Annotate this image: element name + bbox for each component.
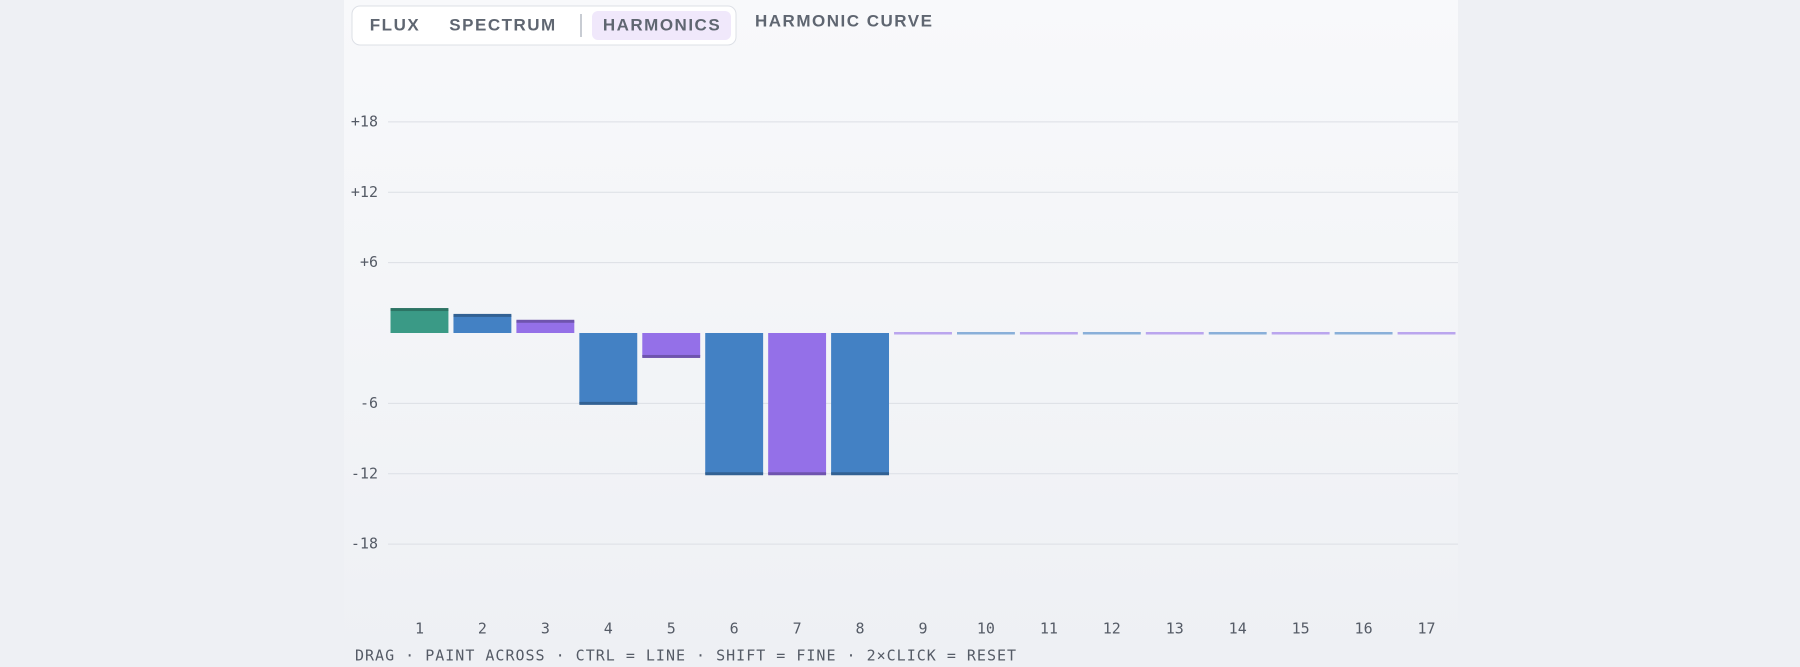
bar-edge: [705, 472, 764, 476]
x-tick-label: 17: [1417, 620, 1435, 638]
bar: [1208, 332, 1267, 335]
bar: [1334, 332, 1393, 335]
x-tick-label: 7: [793, 620, 802, 638]
x-tick-label: 6: [730, 620, 739, 638]
x-tick-label: 10: [977, 620, 995, 638]
y-tick-label: -18: [351, 535, 378, 553]
bar: [516, 321, 575, 333]
bar: [1145, 332, 1204, 335]
tab-active-bg: [592, 11, 731, 40]
bar: [1019, 332, 1078, 335]
bar: [705, 333, 764, 474]
bar-edge: [831, 472, 890, 476]
x-tick-label: 9: [918, 620, 927, 638]
bar: [956, 332, 1015, 335]
x-tick-label: 4: [604, 620, 613, 638]
bar-edge: [453, 313, 512, 317]
bar-edge: [390, 308, 449, 312]
bar: [579, 333, 638, 404]
bar-edge: [516, 319, 575, 323]
y-tick-label: -12: [351, 464, 378, 482]
x-tick-label: 13: [1166, 620, 1184, 638]
bar: [1082, 332, 1141, 335]
x-tick-label: 2: [478, 620, 487, 638]
x-tick-label: 12: [1103, 620, 1121, 638]
bar: [1397, 332, 1456, 335]
x-tick-label: 15: [1292, 620, 1310, 638]
bar: [894, 332, 952, 335]
y-tick-label: +12: [351, 183, 378, 201]
x-tick-label: 16: [1355, 620, 1373, 638]
y-tick-label: +18: [351, 112, 378, 130]
bar: [768, 333, 827, 474]
x-tick-label: 14: [1229, 620, 1247, 638]
x-tick-label: 1: [415, 620, 424, 638]
tab[interactable]: SPECTRUM: [449, 15, 556, 34]
y-tick-label: -6: [360, 394, 378, 412]
bar-edge: [642, 354, 701, 358]
tab[interactable]: HARMONICS: [603, 15, 721, 34]
hint: DRAG · PAINT ACROSS · CTRL = LINE · SHIF…: [355, 647, 1017, 665]
x-tick-label: 5: [667, 620, 676, 638]
chart-title: HARMONIC CURVE: [755, 11, 933, 30]
bar-edge: [579, 401, 638, 405]
bar-edge: [768, 472, 827, 476]
bar: [1271, 332, 1330, 335]
x-tick-label: 11: [1040, 620, 1058, 638]
bar: [831, 333, 890, 474]
bar: [453, 315, 512, 333]
x-tick-label: 8: [856, 620, 865, 638]
x-tick-label: 3: [541, 620, 550, 638]
bar: [642, 333, 701, 357]
tab[interactable]: FLUX: [370, 15, 420, 34]
bar: [390, 309, 449, 333]
y-tick-label: +6: [360, 253, 378, 271]
